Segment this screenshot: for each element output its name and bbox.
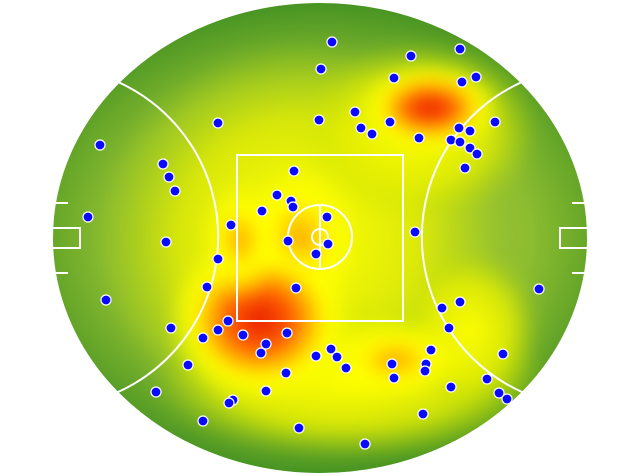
point — [260, 385, 272, 397]
point — [260, 338, 272, 350]
point — [293, 422, 305, 434]
point — [150, 386, 162, 398]
point — [197, 332, 209, 344]
point — [481, 373, 493, 385]
point — [417, 408, 429, 420]
point — [456, 76, 468, 88]
point — [237, 329, 249, 341]
point — [222, 315, 234, 327]
point — [315, 63, 327, 75]
point — [445, 134, 457, 146]
point — [384, 116, 396, 128]
point — [255, 347, 267, 359]
point — [386, 358, 398, 370]
point — [321, 211, 333, 223]
point — [212, 253, 224, 265]
point — [182, 359, 194, 371]
point — [225, 219, 237, 231]
point — [313, 114, 325, 126]
point — [453, 122, 465, 134]
point — [322, 238, 334, 250]
point — [340, 362, 352, 374]
point — [282, 235, 294, 247]
point — [459, 162, 471, 174]
point — [331, 351, 343, 363]
point — [409, 226, 421, 238]
point — [425, 344, 437, 356]
point — [197, 415, 209, 427]
point — [165, 322, 177, 334]
point — [100, 294, 112, 306]
point — [464, 125, 476, 137]
point — [82, 211, 94, 223]
point — [287, 201, 299, 213]
point — [201, 281, 213, 293]
point — [94, 139, 106, 151]
point — [212, 117, 224, 129]
point — [470, 71, 482, 83]
point — [454, 136, 466, 148]
point — [163, 171, 175, 183]
point — [445, 381, 457, 393]
point — [497, 348, 509, 360]
point — [454, 43, 466, 55]
point — [436, 302, 448, 314]
point — [388, 72, 400, 84]
point — [388, 372, 400, 384]
point — [464, 142, 476, 154]
point — [359, 438, 371, 450]
point — [419, 365, 431, 377]
point — [489, 116, 501, 128]
point — [413, 132, 425, 144]
point — [326, 36, 338, 48]
point — [355, 122, 367, 134]
point — [325, 343, 337, 355]
point — [349, 106, 361, 118]
point — [454, 296, 466, 308]
point — [310, 350, 322, 362]
point — [310, 248, 322, 260]
boundary — [51, 1, 589, 475]
point — [493, 387, 505, 399]
point — [160, 236, 172, 248]
point — [271, 189, 283, 201]
point — [288, 165, 300, 177]
point — [533, 283, 545, 295]
point — [281, 327, 293, 339]
point — [169, 185, 181, 197]
point — [471, 148, 483, 160]
point — [157, 158, 169, 170]
point — [212, 324, 224, 336]
point — [256, 205, 268, 217]
point — [223, 397, 235, 409]
point — [501, 393, 513, 405]
point — [290, 282, 302, 294]
point — [280, 367, 292, 379]
point — [405, 50, 417, 62]
point — [366, 128, 378, 140]
point — [443, 322, 455, 334]
